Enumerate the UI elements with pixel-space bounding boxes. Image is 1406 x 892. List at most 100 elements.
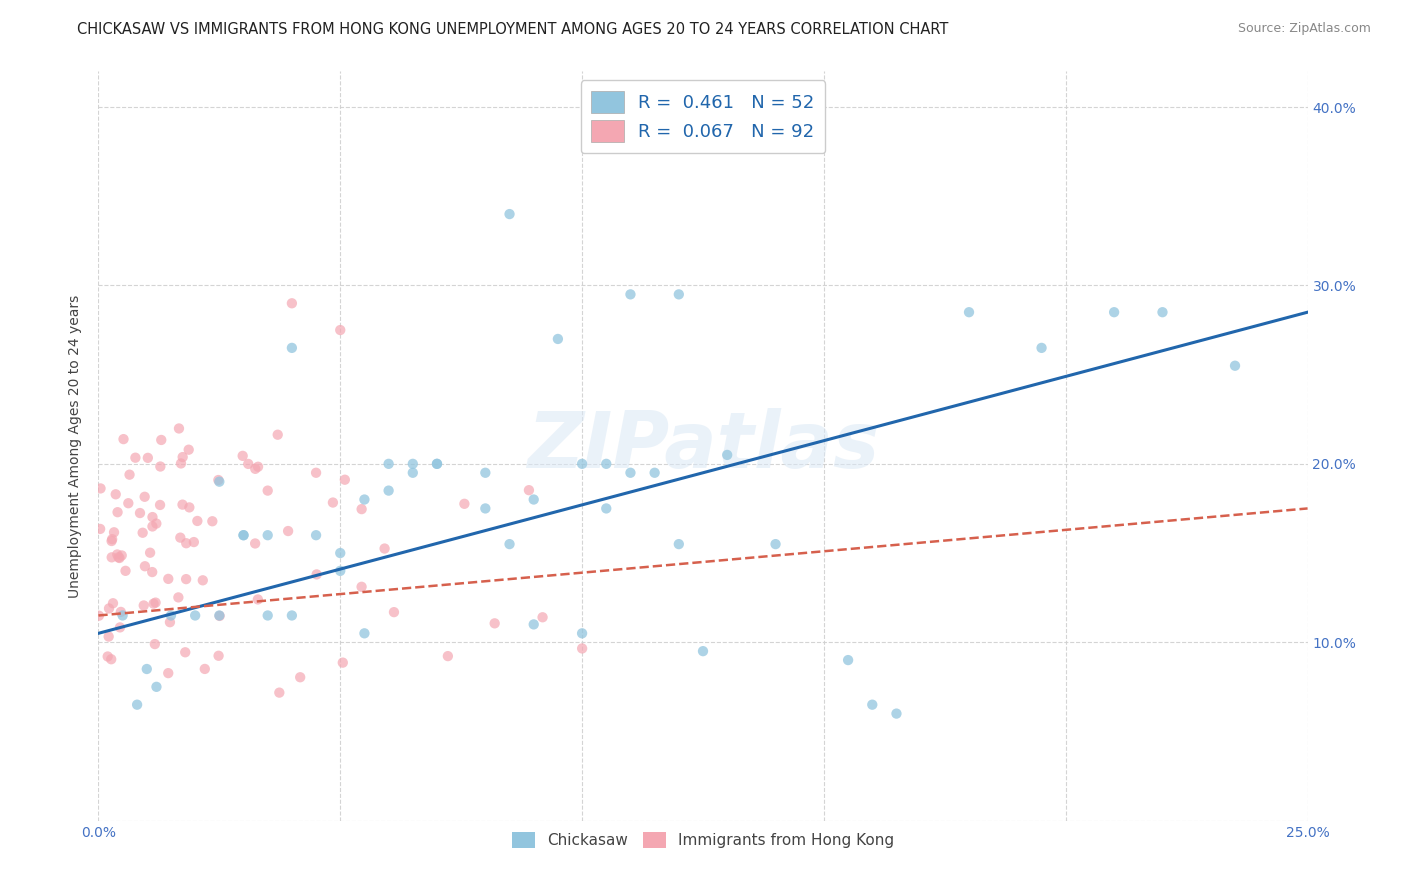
Point bbox=[350, 580, 373, 594]
Point bbox=[183, 535, 205, 549]
Point bbox=[172, 450, 194, 464]
Point bbox=[167, 421, 190, 435]
Point bbox=[145, 680, 167, 694]
Point bbox=[305, 528, 328, 542]
Point bbox=[184, 608, 207, 623]
Point bbox=[595, 501, 617, 516]
Point bbox=[322, 495, 344, 509]
Point bbox=[100, 534, 122, 549]
Point bbox=[124, 450, 146, 465]
Point bbox=[97, 630, 120, 644]
Y-axis label: Unemployment Among Ages 20 to 24 years: Unemployment Among Ages 20 to 24 years bbox=[69, 294, 83, 598]
Point bbox=[256, 528, 278, 542]
Point bbox=[329, 546, 352, 560]
Point bbox=[523, 492, 546, 507]
Point bbox=[619, 287, 641, 301]
Point bbox=[87, 608, 110, 623]
Point bbox=[97, 649, 120, 664]
Point bbox=[159, 615, 181, 630]
Point bbox=[208, 475, 231, 489]
Point bbox=[232, 528, 254, 542]
Point bbox=[277, 524, 299, 538]
Point bbox=[107, 550, 129, 565]
Point bbox=[141, 565, 163, 579]
Point bbox=[374, 541, 396, 556]
Point bbox=[170, 457, 193, 471]
Point bbox=[108, 551, 131, 566]
Point bbox=[139, 546, 162, 560]
Point bbox=[837, 653, 859, 667]
Point bbox=[111, 608, 134, 623]
Point bbox=[110, 605, 132, 619]
Point bbox=[117, 496, 139, 510]
Point bbox=[108, 620, 131, 634]
Point bbox=[860, 698, 883, 712]
Point bbox=[100, 550, 122, 565]
Point bbox=[305, 567, 328, 582]
Point bbox=[145, 516, 167, 531]
Point bbox=[104, 487, 127, 501]
Point bbox=[571, 457, 593, 471]
Point bbox=[208, 608, 231, 623]
Point bbox=[103, 525, 125, 540]
Point bbox=[305, 466, 328, 480]
Point bbox=[329, 564, 352, 578]
Point bbox=[453, 497, 475, 511]
Point bbox=[112, 432, 135, 446]
Text: CHICKASAW VS IMMIGRANTS FROM HONG KONG UNEMPLOYMENT AMONG AGES 20 TO 24 YEARS CO: CHICKASAW VS IMMIGRANTS FROM HONG KONG U… bbox=[77, 22, 949, 37]
Point bbox=[194, 662, 217, 676]
Point bbox=[132, 599, 155, 613]
Point bbox=[101, 596, 124, 610]
Point bbox=[105, 548, 128, 562]
Point bbox=[498, 537, 520, 551]
Point bbox=[89, 522, 111, 536]
Point bbox=[191, 574, 214, 588]
Point bbox=[232, 528, 254, 542]
Text: Source: ZipAtlas.com: Source: ZipAtlas.com bbox=[1237, 22, 1371, 36]
Point bbox=[238, 457, 260, 471]
Point bbox=[89, 482, 111, 496]
Point bbox=[437, 649, 460, 664]
Point bbox=[402, 466, 425, 480]
Point bbox=[474, 466, 496, 480]
Point bbox=[1223, 359, 1246, 373]
Point bbox=[350, 502, 373, 516]
Point bbox=[157, 666, 180, 681]
Point bbox=[426, 457, 449, 471]
Point bbox=[547, 332, 569, 346]
Point bbox=[111, 549, 134, 563]
Text: ZIPatlas: ZIPatlas bbox=[527, 408, 879, 484]
Point bbox=[644, 466, 666, 480]
Point bbox=[332, 656, 354, 670]
Point bbox=[179, 500, 201, 515]
Point bbox=[98, 601, 121, 615]
Point bbox=[135, 662, 157, 676]
Point bbox=[174, 572, 197, 586]
Point bbox=[243, 536, 266, 550]
Point bbox=[186, 514, 208, 528]
Point bbox=[523, 617, 546, 632]
Point bbox=[668, 537, 690, 551]
Point bbox=[127, 698, 149, 712]
Point bbox=[269, 685, 291, 699]
Point bbox=[765, 537, 787, 551]
Point bbox=[157, 572, 180, 586]
Point bbox=[571, 626, 593, 640]
Point bbox=[114, 564, 136, 578]
Point bbox=[716, 448, 738, 462]
Point bbox=[353, 492, 375, 507]
Point bbox=[886, 706, 908, 721]
Point bbox=[498, 207, 520, 221]
Point bbox=[245, 462, 267, 476]
Point bbox=[692, 644, 714, 658]
Point bbox=[207, 648, 229, 663]
Point bbox=[207, 473, 229, 487]
Point bbox=[333, 473, 356, 487]
Point bbox=[143, 637, 166, 651]
Legend: Chickasaw, Immigrants from Hong Kong: Chickasaw, Immigrants from Hong Kong bbox=[506, 826, 900, 855]
Point bbox=[160, 608, 183, 623]
Point bbox=[129, 506, 152, 520]
Point bbox=[177, 442, 200, 457]
Point bbox=[101, 532, 124, 546]
Point bbox=[145, 596, 167, 610]
